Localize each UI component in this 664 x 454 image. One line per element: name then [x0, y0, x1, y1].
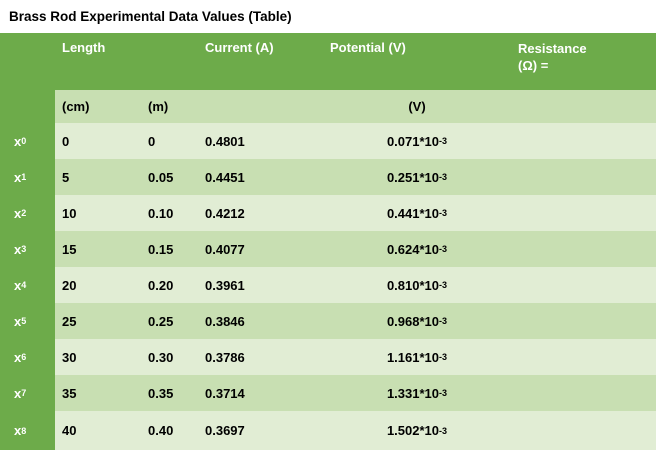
cell-current: 0.3846 — [205, 313, 245, 329]
cell-length-cm: 10 — [62, 205, 77, 221]
cell-length-m: 0.40 — [148, 423, 174, 438]
cell-current: 0.4077 — [205, 241, 245, 257]
cell-resistance — [511, 339, 656, 375]
cell-length-cm: 25 — [62, 313, 77, 329]
cell-length-m: 0.10 — [148, 205, 174, 221]
experimental-data-table: Length Current (A) Potential (V) Resista… — [0, 33, 656, 450]
cell-potential: 0.810*10 -3 — [386, 277, 448, 293]
units-corner-cell — [0, 90, 55, 123]
page-title: Brass Rod Experimental Data Values (Tabl… — [9, 9, 292, 24]
cell-resistance — [511, 303, 656, 339]
cell-length-m: 0.05 — [148, 169, 174, 185]
cell-resistance — [511, 267, 656, 303]
cell-length-cm: 40 — [62, 423, 77, 438]
unit-current-spacer — [198, 90, 323, 123]
cell-potential: 0.968*10 -3 — [386, 313, 448, 329]
cell-current: 0.3697 — [205, 423, 245, 438]
cell-resistance — [511, 195, 656, 231]
header-resistance-line1: Resistance — [518, 41, 587, 56]
cell-resistance — [511, 231, 656, 267]
header-length: Length — [62, 40, 106, 55]
cell-length-cm: 20 — [62, 277, 77, 293]
cell-resistance — [511, 123, 656, 159]
header-resistance-line2: (Ω) = — [518, 58, 549, 73]
cell-length-cm: 35 — [62, 385, 77, 401]
cell-length-m: 0.20 — [148, 277, 174, 293]
header-resistance: Resistance (Ω) = — [511, 33, 656, 90]
cell-resistance — [511, 375, 656, 411]
cell-length-m: 0.35 — [148, 385, 174, 401]
cell-length-cm: 15 — [62, 241, 77, 257]
cell-potential: 1.331*10 -3 — [386, 385, 448, 401]
header-current: Current (A) — [205, 40, 274, 55]
table-header-row: Length Current (A) Potential (V) Resista… — [0, 33, 656, 90]
cell-current: 0.3786 — [205, 349, 245, 365]
cell-resistance — [511, 411, 656, 450]
unit-resistance-spacer — [511, 90, 656, 123]
cell-length-m: 0.15 — [148, 241, 174, 257]
cell-resistance — [511, 159, 656, 195]
cell-length-cm: 5 — [62, 169, 70, 185]
cell-length-m: 0.30 — [148, 349, 174, 365]
cell-potential: 0.251*10 -3 — [386, 169, 448, 185]
table-units-row: (cm) (m) (V) — [0, 90, 656, 123]
cell-potential: 1.502*10 -3 — [386, 423, 448, 438]
header-corner-cell — [0, 33, 55, 90]
header-length-m-spacer — [141, 33, 198, 90]
cell-current: 0.3961 — [205, 277, 245, 293]
cell-potential: 0.071*10 -3 — [386, 133, 448, 149]
cell-length-cm: 0 — [62, 133, 70, 149]
cell-current: 0.3714 — [205, 385, 245, 401]
cell-potential: 0.624*10 -3 — [386, 241, 448, 257]
cell-current: 0.4451 — [205, 169, 245, 185]
cell-potential: 1.161*10 -3 — [386, 349, 448, 365]
cell-current: 0.4801 — [205, 133, 245, 149]
cell-potential: 0.441*10 -3 — [386, 205, 448, 221]
cell-length-m: 0 — [148, 133, 156, 149]
cell-length-m: 0.25 — [148, 313, 174, 329]
cell-length-cm: 30 — [62, 349, 77, 365]
cell-current: 0.4212 — [205, 205, 245, 221]
unit-cm: (cm) — [62, 99, 90, 114]
header-potential: Potential (V) — [330, 40, 406, 55]
unit-m: (m) — [148, 99, 169, 114]
unit-v: (V) — [408, 99, 426, 114]
